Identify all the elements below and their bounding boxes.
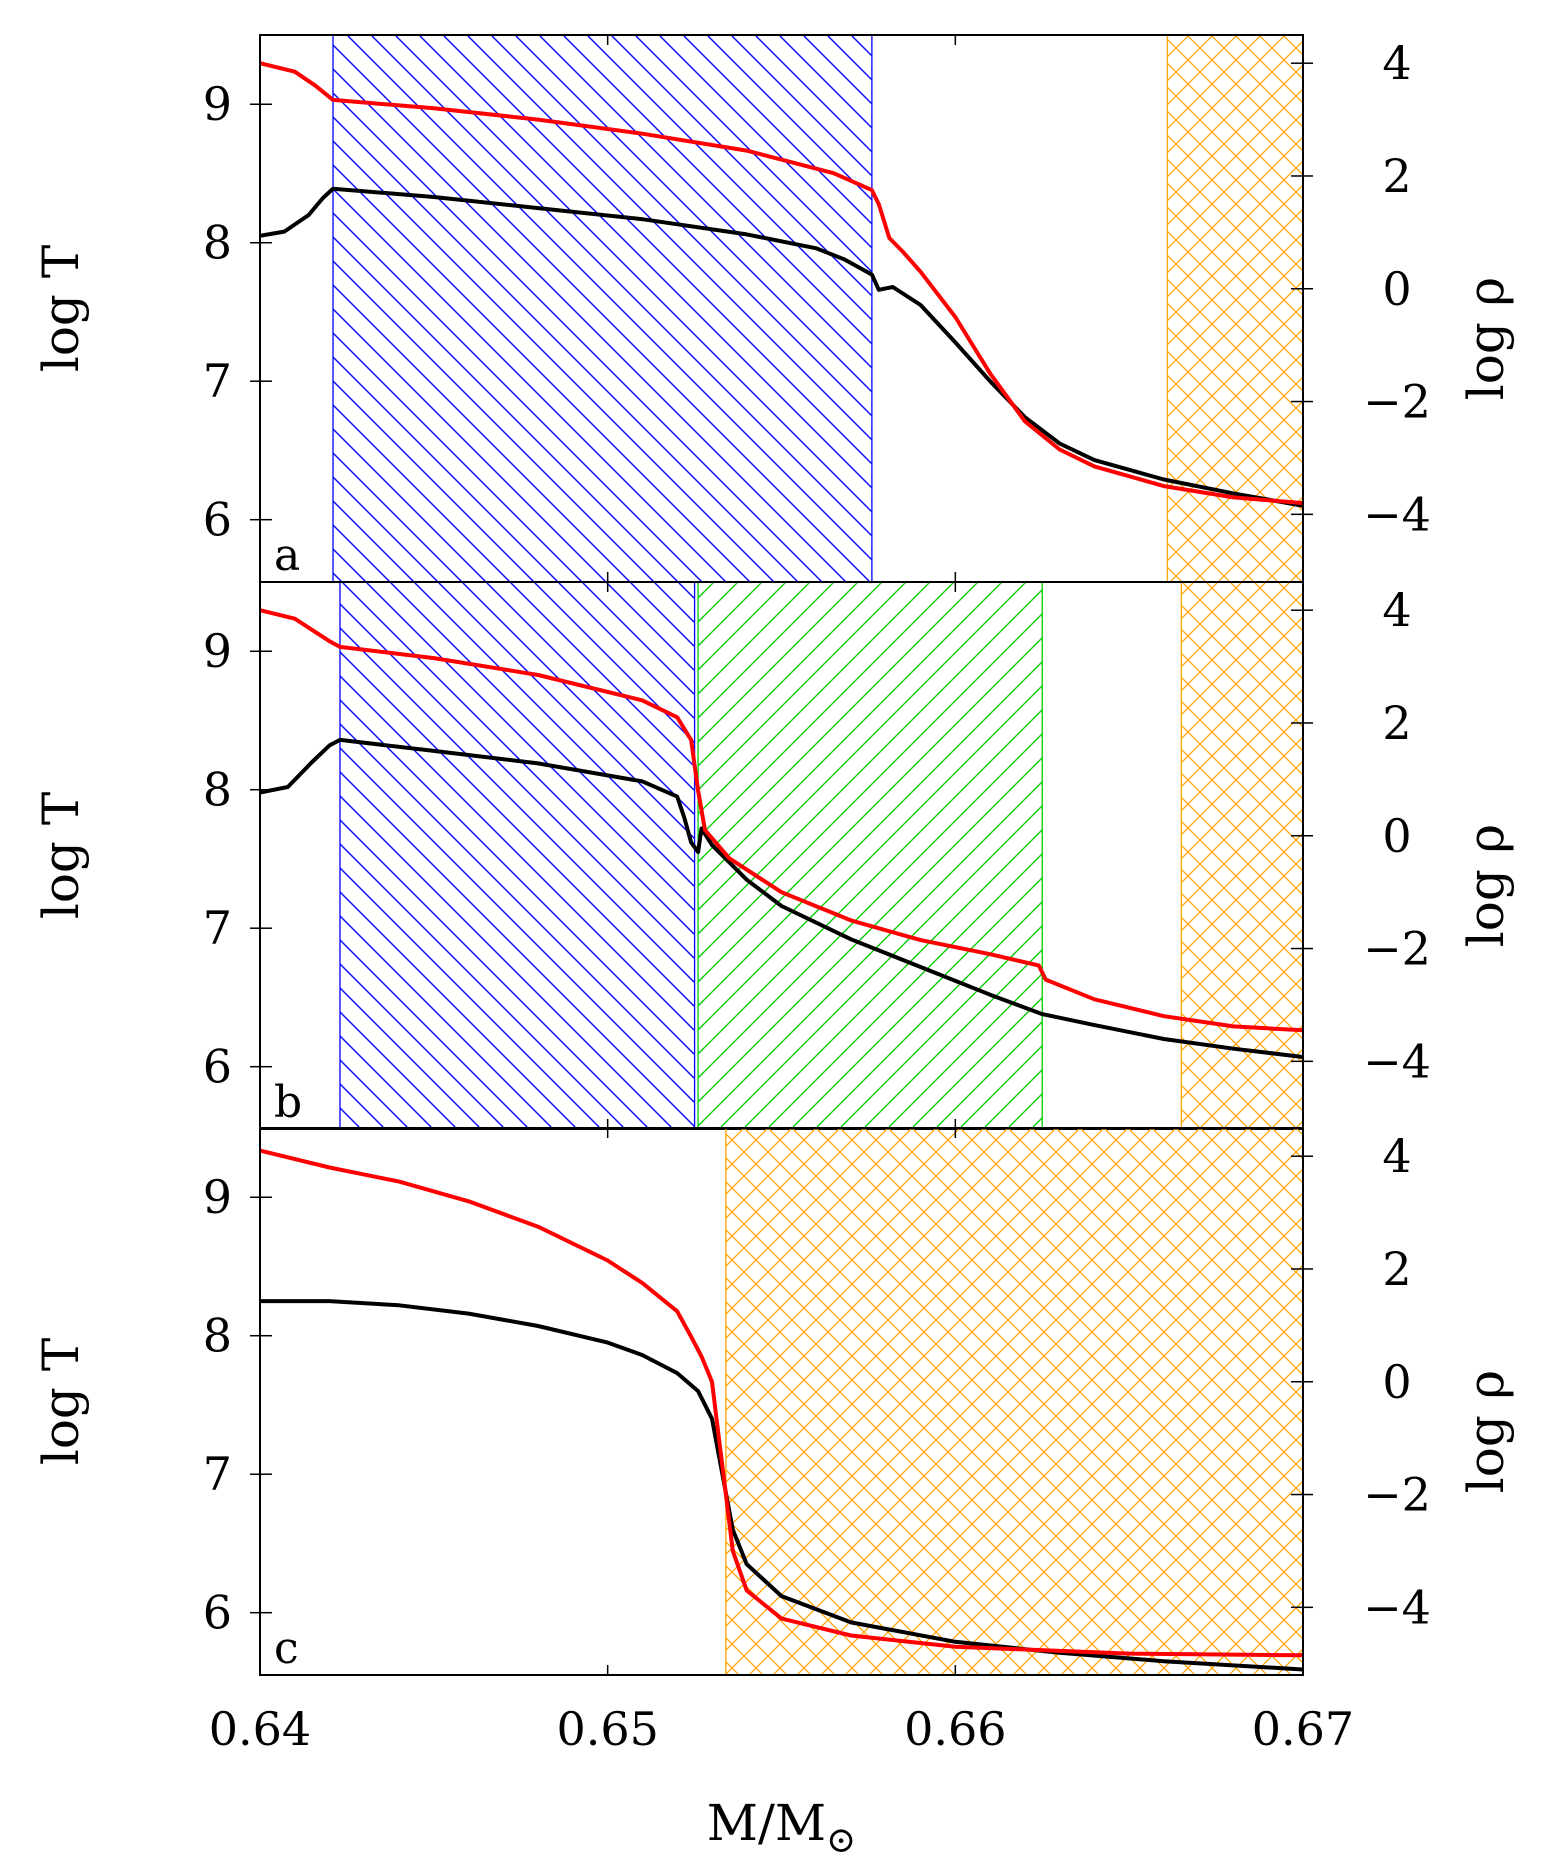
- right-tick-label: −4: [1363, 487, 1431, 541]
- right-axis-title: log ρ: [1457, 1370, 1515, 1493]
- x-axis-title: M/M⊙: [707, 1794, 856, 1861]
- right-tick-label: 0: [1382, 809, 1411, 863]
- left-tick-label: 6: [203, 493, 232, 547]
- panel-letter: b: [274, 1077, 302, 1128]
- log-rho-curve: [260, 608, 1303, 1033]
- left-tick-label: 9: [203, 624, 232, 678]
- panel-plot-area: [260, 1128, 1303, 1675]
- left-axis-title: log T: [32, 1338, 90, 1465]
- right-tick-label: 0: [1382, 1355, 1411, 1409]
- x-tick-label: 0.66: [904, 1702, 1006, 1756]
- x-axis-title-subscript: ⊙: [826, 1820, 856, 1861]
- right-axis-title: log ρ: [1457, 277, 1515, 400]
- hatched-region-green: [698, 582, 1043, 1129]
- left-tick-label: 9: [203, 77, 232, 131]
- axes-layer: log T log ρ log T log ρ log T log ρ 0.64 0.65 0.…: [32, 245, 1515, 1861]
- right-tick-label: 2: [1382, 1242, 1411, 1296]
- right-tick-label: 2: [1382, 149, 1411, 203]
- panel-plot-area: [260, 582, 1303, 1129]
- right-tick-label: 0: [1382, 262, 1411, 316]
- hatched-region-blue: [333, 35, 872, 582]
- log-rho-curve: [260, 1148, 1303, 1658]
- left-tick-label: 9: [203, 1170, 232, 1224]
- panel-plot-area: [260, 35, 1303, 582]
- left-tick-label: 7: [203, 354, 232, 408]
- hatched-region-orange: [1181, 582, 1303, 1129]
- right-tick-label: −4: [1363, 1034, 1431, 1088]
- panel-b: 6 7 8 9 −4 −2 0 2 4 b: [203, 581, 1431, 1130]
- left-tick-label: 8: [203, 1309, 232, 1363]
- right-tick-label: −2: [1363, 375, 1431, 429]
- left-tick-label: 6: [203, 1040, 232, 1094]
- left-tick-label: 8: [203, 763, 232, 817]
- right-tick-label: 4: [1382, 1129, 1411, 1183]
- left-axis-title: log T: [32, 792, 90, 919]
- right-tick-label: 4: [1382, 36, 1411, 90]
- x-tick-label: 0.65: [556, 1702, 658, 1756]
- panel-letter: c: [274, 1623, 299, 1674]
- panel-c: 6 7 8 9 −4 −2 0 2 4 c: [203, 1127, 1431, 1676]
- x-tick-label: 0.67: [1252, 1702, 1354, 1756]
- panel-frame: [259, 1127, 1304, 1676]
- right-axis-title: log ρ: [1457, 824, 1515, 947]
- right-tick-label: −2: [1363, 922, 1431, 976]
- log-t-curve: [260, 186, 1303, 508]
- log-t-curve: [260, 737, 1303, 1059]
- log-t-curve: [260, 1299, 1303, 1672]
- left-tick-label: 8: [203, 216, 232, 270]
- hatched-region-blue: [339, 582, 695, 1129]
- left-tick-label: 6: [203, 1586, 232, 1640]
- x-axis-title-main: M/M: [707, 1794, 826, 1852]
- right-tick-label: −2: [1363, 1468, 1431, 1522]
- left-tick-label: 7: [203, 1447, 232, 1501]
- right-tick-label: 2: [1382, 696, 1411, 750]
- x-tick-label: 0.64: [209, 1702, 311, 1756]
- panel-letter: a: [274, 530, 300, 581]
- hatched-region-orange: [725, 1128, 1303, 1675]
- left-tick-label: 7: [203, 901, 232, 955]
- right-tick-label: 4: [1382, 583, 1411, 637]
- right-tick-label: −4: [1363, 1580, 1431, 1634]
- left-axis-title: log T: [32, 245, 90, 372]
- log-rho-curve: [260, 61, 1303, 506]
- panel-a: 6 7 8 9 −4 −2 0 2 4 a: [203, 34, 1431, 583]
